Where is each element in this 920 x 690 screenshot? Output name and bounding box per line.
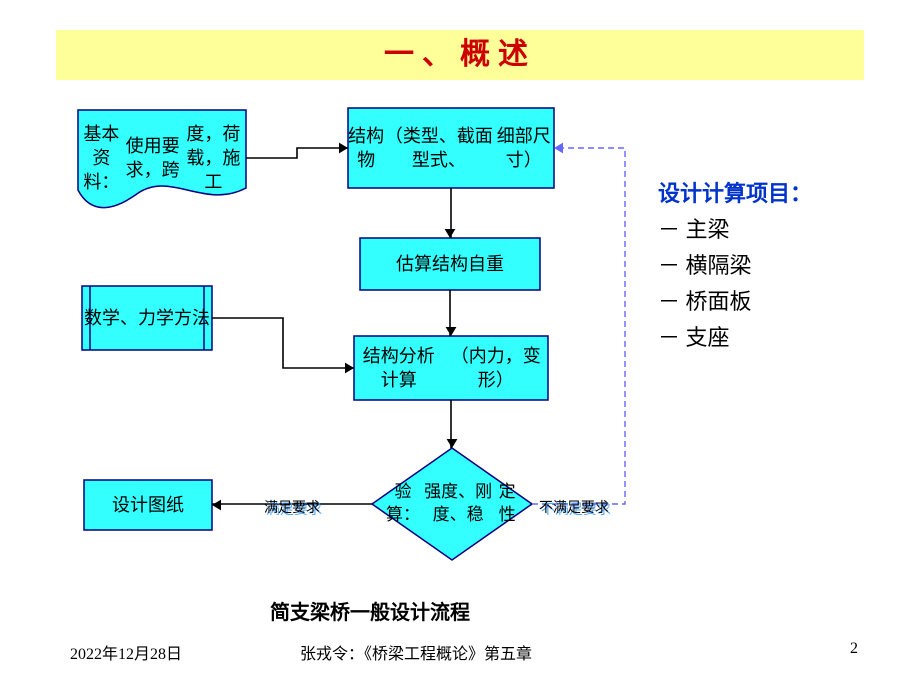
side-list: 设计计算项目： － 主梁 － 横隔梁 － 桥面板 － 支座 (658, 176, 812, 356)
node-draw: 设计图纸 (84, 480, 212, 530)
node-input: 基本资料：使用要求，跨度，荷载，施工 (78, 110, 246, 206)
node-calc: 结构分析计算（内力，变形） (354, 336, 548, 400)
side-list-item: － 支座 (658, 320, 812, 356)
svg-text:不满足要求: 不满足要求 (539, 500, 609, 516)
footer-page: 2 (850, 640, 858, 658)
side-list-item: － 主梁 (658, 212, 812, 248)
side-list-item: － 横隔梁 (658, 248, 812, 284)
node-check: 验算：强度、刚度、稳定性 (372, 448, 532, 560)
diagram-caption: 简支梁桥一般设计流程 (270, 596, 470, 625)
node-struct: 结构物（类型、截面型式、细部尺寸） (348, 108, 554, 188)
side-list-item: － 桥面板 (658, 284, 812, 320)
svg-text:满足要求: 满足要求 (264, 500, 320, 516)
node-math: 数学、力学方法 (82, 286, 212, 350)
footer-author: 张戎令：《桥梁工程概论》第五章 (300, 640, 532, 664)
side-list-heading: 设计计算项目： (658, 176, 812, 212)
node-weight: 估算结构自重 (360, 238, 540, 290)
footer-date: 2022年12月28日 (70, 640, 182, 664)
